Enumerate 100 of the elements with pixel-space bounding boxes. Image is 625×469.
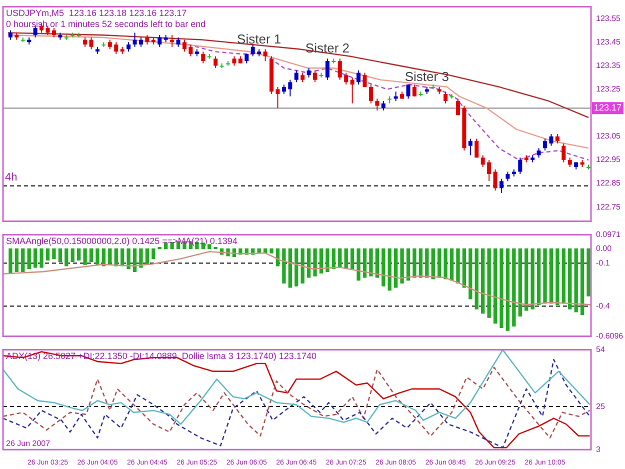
bar [524, 248, 528, 311]
bar [108, 248, 112, 265]
candlestick [444, 91, 448, 104]
bar [518, 248, 522, 316]
bar [208, 244, 212, 250]
y-tick-label: 3 [596, 444, 601, 454]
bar [431, 248, 435, 280]
text: 0 hoursish or 1 minutes 52 seconds left to bar end [6, 18, 206, 29]
bar [568, 248, 572, 310]
y-tick-label: -0.1 [596, 258, 610, 268]
bar [474, 248, 478, 310]
bar [326, 248, 330, 272]
candlestick [493, 168, 498, 192]
candlestick [250, 44, 255, 57]
candlestick [132, 32, 137, 48]
bar [158, 246, 162, 250]
bar [562, 248, 566, 304]
candlestick [480, 154, 485, 168]
bar [350, 248, 354, 270]
bar [120, 248, 124, 266]
bar [400, 248, 404, 284]
bar [21, 248, 25, 272]
candlestick [89, 36, 94, 50]
candlestick [138, 36, 143, 48]
candlestick [276, 86, 280, 109]
candlestick [518, 157, 522, 175]
candlestick [543, 138, 548, 152]
y-tick-label: -0.4 [596, 301, 610, 310]
bar [375, 248, 380, 278]
bar [338, 248, 342, 268]
y-tick-label: 122.85 [596, 178, 622, 188]
y-tick-label: 25 [596, 402, 606, 411]
y-tick-label: 123.55 [596, 14, 622, 23]
y-tick-label: 122.95 [596, 155, 622, 164]
bar [406, 248, 410, 281]
y-tick-label: 54 [596, 345, 606, 354]
bar [512, 248, 516, 327]
bar [388, 248, 392, 291]
y-tick-label: 0.0971 [596, 230, 622, 240]
y-tick-label: 123.35 [596, 60, 622, 70]
candlestick [499, 178, 504, 194]
bar [556, 248, 560, 306]
bar [412, 248, 416, 278]
candlestick [568, 157, 572, 168]
bar [126, 248, 130, 270]
candlestick [406, 84, 410, 100]
candlestick [338, 58, 342, 80]
line-series [3, 366, 590, 439]
candlestick [282, 84, 286, 94]
bar [77, 248, 81, 261]
candlestick [294, 70, 298, 83]
bar [306, 248, 311, 278]
bar [481, 248, 485, 314]
bar [356, 248, 360, 281]
candlestick [381, 100, 386, 111]
y-tick-label: 123.05 [596, 132, 622, 141]
candlestick [114, 42, 118, 54]
candlestick [368, 84, 373, 104]
y-tick-label: 122.75 [596, 202, 622, 212]
annotation: Sister 2 [305, 40, 350, 56]
candlestick [487, 159, 492, 182]
bar [450, 248, 454, 281]
bar [52, 248, 56, 260]
bar [543, 248, 547, 304]
candlestick [158, 34, 162, 48]
candlestick [306, 68, 311, 78]
annotation: 26 Jun 2007 [6, 438, 51, 448]
bar [362, 248, 367, 278]
candlestick [300, 72, 305, 83]
bar [425, 248, 429, 278]
bar [574, 248, 578, 312]
ref-line-label: 4h [5, 171, 18, 184]
y-tick-label: -0.6096 [596, 331, 624, 340]
bar [530, 248, 534, 310]
bar [369, 248, 373, 276]
candlestick [52, 28, 56, 38]
bar [33, 248, 38, 268]
bar [418, 248, 423, 278]
bar [438, 248, 442, 278]
candlestick [46, 25, 50, 36]
bar [8, 248, 12, 274]
candlestick [356, 70, 361, 86]
bar [493, 248, 498, 324]
candlestick [126, 42, 131, 52]
candlestick [83, 36, 88, 48]
bar [500, 248, 504, 328]
candlestick [562, 142, 566, 163]
bar [300, 248, 304, 284]
candlestick [263, 48, 268, 62]
bar [139, 248, 143, 268]
candlestick [555, 134, 560, 144]
bar [102, 248, 106, 266]
y-tick-label: 123.25 [596, 84, 622, 94]
bar [536, 248, 541, 306]
bar [58, 248, 62, 262]
candlestick [313, 70, 318, 83]
bar [382, 248, 386, 286]
candlestick [288, 79, 292, 97]
bar [580, 248, 584, 316]
bar [46, 248, 50, 261]
